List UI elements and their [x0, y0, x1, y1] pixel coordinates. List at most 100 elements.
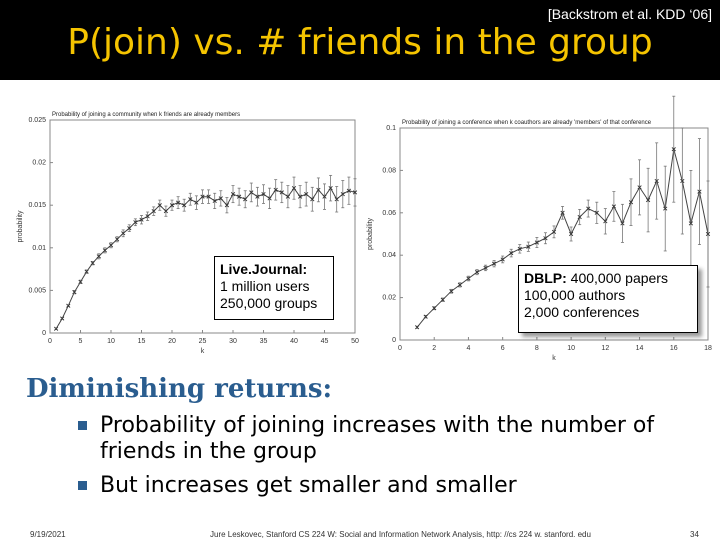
data-point — [206, 194, 211, 199]
dblp-chart: Probability of joining a conference when… — [367, 95, 712, 362]
data-point — [697, 189, 702, 194]
y-tick-label: 0.005 — [28, 287, 46, 294]
data-point — [145, 214, 150, 219]
data-point — [671, 147, 676, 152]
x-tick-label: 0 — [48, 338, 52, 345]
data-point — [414, 325, 420, 330]
y-tick-label: 0.04 — [382, 252, 396, 259]
x-tick-label: 35 — [260, 338, 268, 345]
data-point — [194, 200, 199, 205]
data-point — [163, 209, 169, 214]
data-point — [84, 269, 89, 274]
data-point — [96, 254, 101, 259]
data-point — [509, 250, 514, 256]
data-point — [304, 192, 309, 197]
data-point — [457, 282, 463, 287]
y-tick-label: 0.015 — [28, 202, 46, 209]
data-point — [151, 209, 156, 214]
x-axis-label: k — [201, 348, 205, 355]
data-point — [78, 279, 83, 284]
data-point — [543, 236, 548, 241]
data-point — [534, 240, 540, 245]
data-point — [121, 231, 126, 236]
data-point — [474, 270, 480, 275]
x-tick-label: 6 — [501, 345, 505, 352]
data-point — [175, 200, 181, 205]
y-axis-label: probability — [367, 218, 374, 250]
data-point — [310, 197, 315, 202]
dblp-callout: DBLP: 400,000 papers 100,000 authors 2,0… — [518, 265, 698, 333]
y-tick-label: 0.025 — [28, 117, 46, 124]
data-point — [491, 261, 497, 266]
data-point — [440, 297, 445, 302]
data-point — [334, 197, 339, 202]
data-point — [108, 243, 114, 248]
x-tick-label: 30 — [229, 338, 237, 345]
data-point — [628, 200, 634, 205]
footer-date: 9/19/2021 — [30, 530, 66, 539]
data-point — [705, 231, 711, 237]
data-point — [568, 231, 574, 237]
livejournal-heading: Live.Journal: — [220, 261, 308, 277]
data-point — [517, 246, 522, 251]
data-point — [654, 178, 659, 184]
data-point — [236, 194, 242, 199]
data-point — [230, 192, 236, 197]
footer-text: Jure Leskovec, Stanford CS 224 W: Social… — [210, 530, 591, 539]
data-point — [255, 194, 260, 199]
data-point — [637, 185, 642, 190]
bullet-list: Probability of joining increases with th… — [78, 413, 678, 507]
data-point — [139, 217, 144, 222]
data-point — [551, 229, 557, 234]
y-axis-label: probability — [17, 210, 24, 242]
data-point — [285, 194, 291, 199]
data-point — [297, 194, 303, 199]
data-point — [322, 194, 327, 199]
x-tick-label: 18 — [704, 345, 712, 352]
x-tick-label: 25 — [199, 338, 207, 345]
data-point — [645, 197, 651, 203]
x-tick-label: 15 — [138, 338, 146, 345]
x-tick-label: 5 — [79, 338, 83, 345]
data-point — [72, 289, 77, 295]
data-point — [526, 244, 531, 249]
x-tick-label: 45 — [321, 338, 329, 345]
x-tick-label: 16 — [670, 345, 678, 352]
slide-title: P(join) vs. # friends in the group — [67, 22, 653, 63]
y-tick-label: 0.02 — [382, 295, 396, 302]
data-point — [273, 187, 278, 192]
livejournal-chart: Probability of joining a community when … — [17, 112, 359, 355]
x-tick-label: 10 — [567, 345, 575, 352]
data-point — [249, 190, 254, 195]
section-heading: Diminishing returns: — [26, 374, 332, 404]
x-tick-label: 40 — [290, 338, 298, 345]
x-tick-label: 20 — [168, 338, 176, 345]
y-tick-label: 0.02 — [32, 160, 46, 167]
data-point — [500, 257, 505, 262]
data-point — [328, 186, 333, 191]
data-point — [90, 261, 95, 266]
data-point — [127, 226, 132, 231]
dblp-papers: 400,000 papers — [566, 270, 668, 286]
x-tick-label: 4 — [466, 345, 470, 352]
data-point — [680, 178, 685, 184]
livejournal-groups: 250,000 groups — [220, 295, 318, 311]
y-tick-label: 0.01 — [32, 245, 46, 252]
bullet-text: Probability of joining increases with th… — [100, 413, 655, 464]
data-point — [53, 326, 59, 331]
data-point — [188, 197, 193, 202]
x-tick-label: 50 — [351, 338, 359, 345]
dblp-authors: 100,000 authors — [524, 287, 626, 303]
data-point — [157, 203, 162, 208]
x-tick-label: 14 — [636, 345, 644, 352]
x-tick-label: 12 — [601, 345, 609, 352]
data-point — [466, 276, 471, 281]
y-tick-label: 0 — [42, 330, 46, 337]
data-point — [586, 206, 591, 211]
data-point — [449, 289, 454, 294]
bullet-square-icon — [78, 421, 87, 430]
data-point — [102, 248, 108, 253]
x-tick-label: 10 — [107, 338, 115, 345]
livejournal-callout: Live.Journal: 1 million users 250,000 gr… — [214, 256, 334, 320]
y-tick-label: 0.08 — [382, 167, 396, 174]
